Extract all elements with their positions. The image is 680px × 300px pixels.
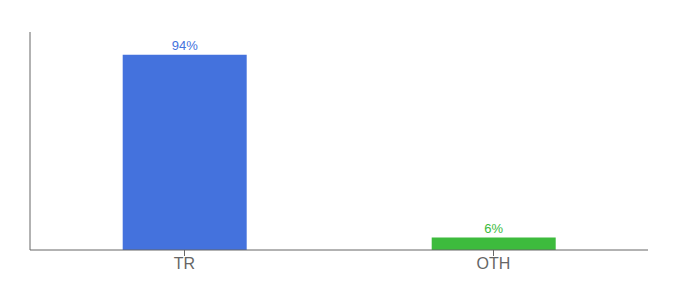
svg-text:TR: TR xyxy=(174,255,195,272)
svg-text:94%: 94% xyxy=(172,38,198,53)
svg-text:6%: 6% xyxy=(484,221,503,236)
svg-text:OTH: OTH xyxy=(477,255,511,272)
